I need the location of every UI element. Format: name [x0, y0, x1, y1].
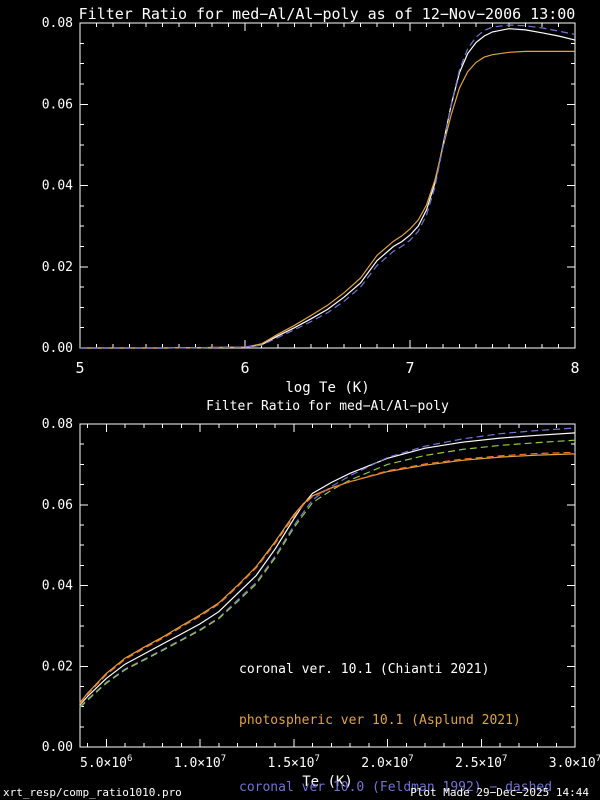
curve-bottom-2 — [79, 427, 576, 708]
svg-text:0.06: 0.06 — [42, 97, 73, 112]
procedure-path-label: xrt_resp/comp_ratio1010.pro — [3, 786, 182, 799]
legend-item-coronal-100: coronal ver 10.0 (Feldman 1992) − dashed — [239, 780, 553, 795]
curve-top-2 — [80, 24, 576, 349]
bottom-plot-series — [79, 427, 576, 708]
bottom-plot-title: Filter Ratio for med−Al/Al−poly — [206, 399, 449, 414]
top-plot-axes — [79, 22, 576, 349]
curve-top-0 — [80, 28, 576, 349]
top-plot-series — [80, 24, 576, 349]
curve-bottom-4 — [79, 451, 576, 705]
legend-item-coronal-101: coronal ver. 10.1 (Chianti 2021) — [239, 662, 490, 677]
svg-text:0.08: 0.08 — [42, 417, 73, 432]
svg-text:0.04: 0.04 — [42, 579, 73, 594]
svg-text:5: 5 — [75, 359, 84, 377]
svg-text:5.0×106: 5.0×106 — [80, 754, 132, 771]
top-plot-x-axis-label: log Te (K) — [285, 380, 370, 396]
svg-text:1.5×107: 1.5×107 — [268, 754, 320, 771]
svg-text:2.5×107: 2.5×107 — [455, 754, 507, 771]
svg-text:1.0×107: 1.0×107 — [174, 754, 226, 771]
svg-text:7: 7 — [405, 359, 414, 377]
top-plot-title: Filter Ratio for med−Al/Al−poly as of 12… — [78, 5, 576, 23]
svg-text:0.06: 0.06 — [42, 498, 73, 513]
curve-bottom-3 — [79, 439, 576, 708]
svg-text:0.02: 0.02 — [42, 260, 73, 275]
legend: coronal ver. 10.1 (Chianti 2021) photosp… — [239, 627, 552, 800]
svg-text:0.00: 0.00 — [42, 740, 73, 755]
bottom-plot-axes — [79, 423, 576, 748]
svg-text:0.04: 0.04 — [42, 179, 73, 194]
svg-text:6: 6 — [240, 359, 249, 377]
svg-text:0.00: 0.00 — [42, 341, 73, 356]
svg-text:8: 8 — [570, 359, 579, 377]
bottom-plot-tick-labels: 5.0×106 1.0×107 1.5×107 2.0×107 2.5×107 3.0×1… — [42, 417, 600, 771]
curve-bottom-0 — [79, 432, 576, 706]
curve-bottom-1 — [79, 453, 576, 703]
legend-item-photospheric-101: photospheric ver 10.1 (Asplund 2021) — [239, 713, 521, 728]
svg-text:2.0×107: 2.0×107 — [361, 754, 413, 771]
top-plot-tick-labels: 5 6 7 8 0.00 0.02 0.04 0.06 0.08 — [42, 16, 580, 377]
curve-top-1 — [80, 50, 575, 349]
plot-made-timestamp: Plot Made 29−Dec−2025 14:44 — [410, 786, 589, 799]
svg-text:0.02: 0.02 — [42, 659, 73, 674]
svg-text:0.08: 0.08 — [42, 16, 73, 31]
svg-text:3.0×107: 3.0×107 — [549, 754, 600, 771]
bottom-plot-x-axis-label: Te (K) — [302, 774, 353, 790]
